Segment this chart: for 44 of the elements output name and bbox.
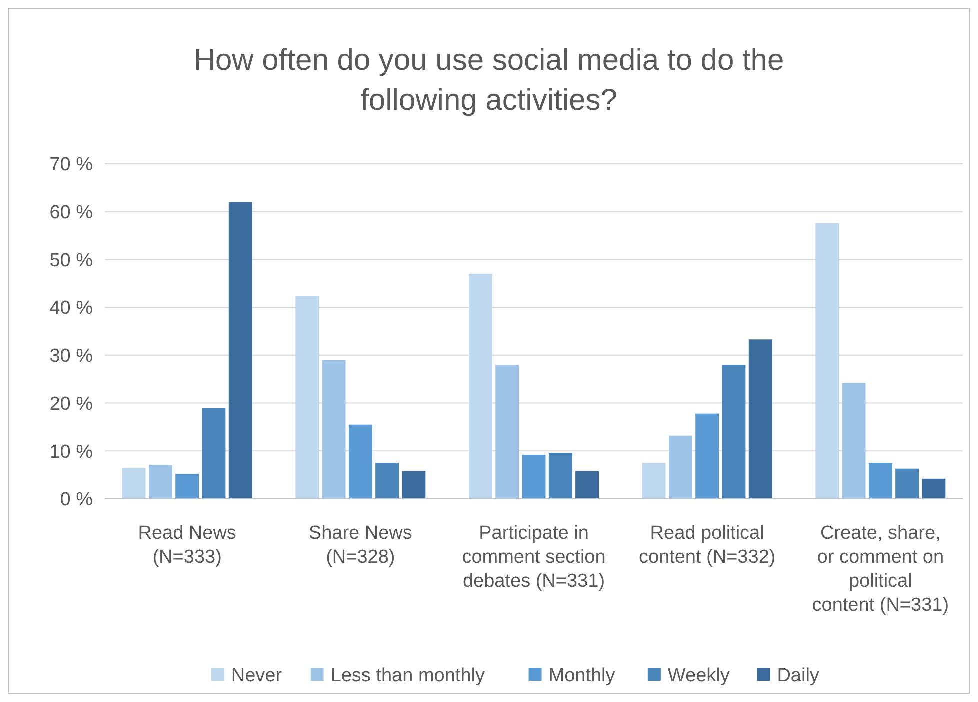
y-tick-label: 60 % — [50, 202, 94, 224]
x-tick-label: Share News (N=328) — [308, 523, 412, 568]
y-tick-label: 30 % — [50, 346, 94, 368]
bar — [922, 478, 946, 499]
legend-label: Daily — [777, 666, 820, 687]
bar — [842, 383, 866, 499]
y-tick-label: 50 % — [50, 250, 94, 272]
bar — [896, 468, 920, 499]
bar — [176, 474, 200, 499]
legend-label: Never — [231, 666, 283, 687]
bar — [296, 296, 320, 499]
bar — [496, 365, 520, 499]
bar — [469, 274, 492, 499]
x-tick-label: Read political content (N=332) — [638, 523, 776, 568]
x-tick-label: Participate in comment section debates (N=331) — [462, 523, 606, 592]
bar — [668, 436, 692, 499]
bar — [522, 454, 546, 499]
bar — [696, 414, 720, 499]
bar — [348, 424, 372, 499]
y-tick-label: 20 % — [50, 394, 94, 415]
x-tick-label: Create, share, or comment on political content (N=331) — [812, 523, 950, 616]
bar — [816, 223, 840, 499]
bar — [376, 463, 400, 499]
bar — [722, 365, 746, 499]
bar — [868, 463, 892, 499]
legend-label: Weekly — [668, 666, 730, 687]
bar — [202, 408, 226, 499]
y-tick-label: 0 % — [60, 490, 94, 511]
chart-title: How often do you use social media to do the following activities? — [194, 44, 784, 117]
bar — [122, 468, 146, 499]
y-tick-label: 10 % — [50, 442, 94, 463]
y-tick-label: 40 % — [50, 298, 94, 320]
bar — [228, 202, 252, 499]
bar — [548, 453, 572, 499]
y-tick-label: 70 % — [50, 154, 94, 176]
bar — [402, 471, 426, 499]
bar — [148, 465, 172, 499]
legend-label: Less than monthly — [330, 666, 486, 687]
legend-label: Monthly — [548, 666, 616, 687]
bar — [576, 471, 599, 499]
bar — [748, 340, 772, 499]
bar — [322, 360, 346, 499]
bar — [642, 463, 666, 499]
x-tick-label: Read News (N=333) — [138, 523, 236, 568]
